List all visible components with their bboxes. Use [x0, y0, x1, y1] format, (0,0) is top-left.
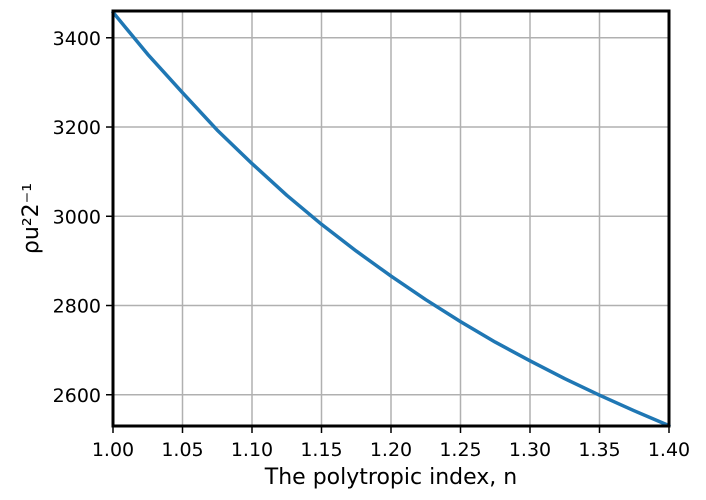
y-axis-ticks: 2600 2800 3000 3200 3400 — [53, 28, 113, 407]
y-tick-label: 3400 — [53, 28, 101, 50]
x-tick-label: 1.20 — [370, 439, 412, 461]
x-tick-label: 1.25 — [439, 439, 481, 461]
x-tick-label: 1.40 — [648, 439, 690, 461]
y-axis-label: ρu²2⁻¹ — [19, 183, 44, 254]
grid-lines — [112, 11, 670, 426]
y-tick-label: 2800 — [53, 296, 101, 318]
y-tick-label: 3000 — [53, 206, 101, 228]
y-tick-label: 3200 — [53, 117, 101, 139]
x-axis-ticks: 1.00 1.05 1.10 1.15 1.20 1.25 1.30 1.35 1.40 — [92, 426, 690, 461]
x-tick-label: 1.05 — [161, 439, 203, 461]
x-tick-label: 1.10 — [231, 439, 273, 461]
x-tick-label: 1.35 — [578, 439, 620, 461]
x-tick-label: 1.00 — [92, 439, 134, 461]
series-line — [111, 10, 671, 428]
x-axis-label: The polytropic index, n — [264, 465, 517, 490]
x-tick-label: 1.30 — [509, 439, 551, 461]
x-tick-label: 1.15 — [300, 439, 342, 461]
y-tick-label: 2600 — [53, 385, 101, 407]
plot-frame — [111, 9, 671, 428]
series-group — [111, 10, 671, 428]
